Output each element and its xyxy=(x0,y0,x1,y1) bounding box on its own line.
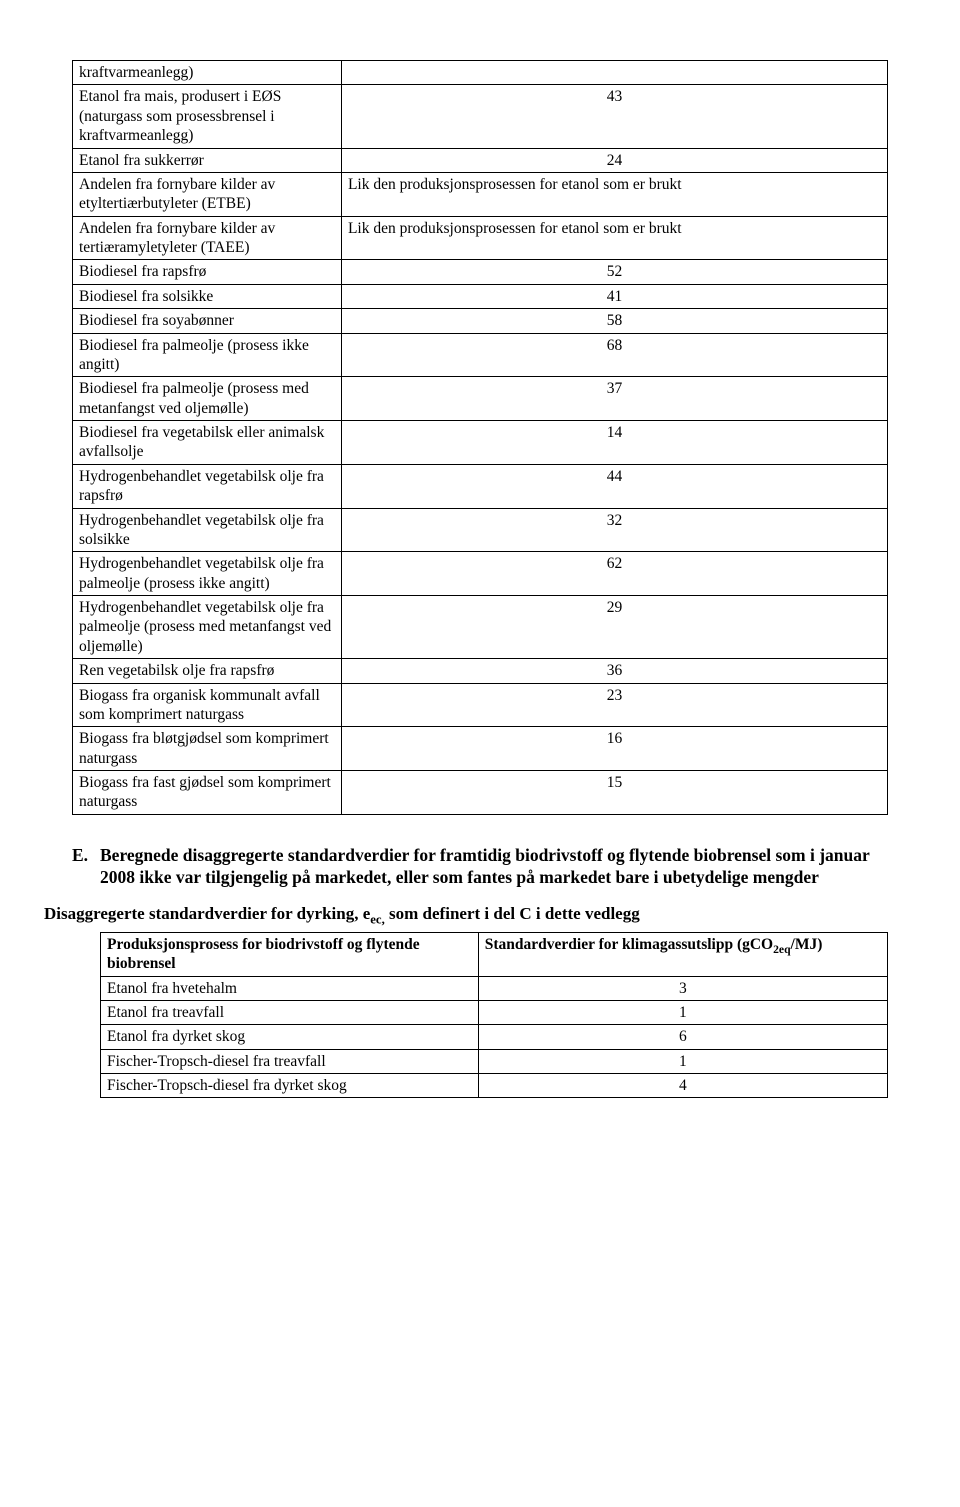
table-row: Andelen fra fornybare kilder av etyltert… xyxy=(73,172,888,216)
cell-left: kraftvarmeanlegg) xyxy=(73,61,342,85)
sub-e-subscript: ec, xyxy=(370,912,385,926)
section-letter: E. xyxy=(72,845,100,889)
table2-header-right: Standardverdier for klimagassutslipp (gC… xyxy=(478,932,887,976)
hdr-right-b: /MJ) xyxy=(791,936,823,953)
cell-left: Biodiesel fra rapsfrø xyxy=(73,260,342,284)
cell-left: Hydrogenbehandlet vegetabilsk olje fra r… xyxy=(73,464,342,508)
sub-e-text-b: som definert i del C i dette vedlegg xyxy=(385,904,640,923)
table2-header-row: Produksjonsprosess for biodrivstoff og f… xyxy=(101,932,888,976)
table-row: Etanol fra hvetehalm3 xyxy=(101,976,888,1000)
cell-left: Biodiesel fra palmeolje (prosess med met… xyxy=(73,377,342,421)
cell-left: Ren vegetabilsk olje fra rapsfrø xyxy=(73,659,342,683)
table-row: Biogass fra bløtgjødsel som komprimert n… xyxy=(73,727,888,771)
cell-left: Etanol fra dyrket skog xyxy=(101,1025,479,1049)
table-row: Etanol fra treavfall1 xyxy=(101,1000,888,1024)
cell-right: 32 xyxy=(341,508,887,552)
table2-body: Produksjonsprosess for biodrivstoff og f… xyxy=(101,932,888,1098)
cell-left: Biogass fra bløtgjødsel som komprimert n… xyxy=(73,727,342,771)
hdr-right-sub: 2eq xyxy=(773,943,790,956)
cell-right: 1 xyxy=(478,1000,887,1024)
cell-right: 23 xyxy=(341,683,887,727)
cell-left: Biogass fra fast gjødsel som komprimert … xyxy=(73,771,342,815)
table-row: Ren vegetabilsk olje fra rapsfrø36 xyxy=(73,659,888,683)
cell-right xyxy=(341,61,887,85)
table-row: Andelen fra fornybare kilder av tertiæra… xyxy=(73,216,888,260)
hdr-right-a: Standardverdier for klimagassutslipp (gC… xyxy=(485,936,773,953)
cell-left: Biodiesel fra soyabønner xyxy=(73,309,342,333)
cell-left: Etanol fra mais, produsert i EØS (naturg… xyxy=(73,85,342,148)
sub-e-text-a: Disaggregerte standardverdier for dyrkin… xyxy=(44,904,370,923)
table-row: Fischer-Tropsch-diesel fra treavfall1 xyxy=(101,1049,888,1073)
table-row: Biogass fra organisk kommunalt avfall so… xyxy=(73,683,888,727)
main-table-body: kraftvarmeanlegg) Etanol fra mais, produ… xyxy=(73,61,888,815)
table-row: Biodiesel fra palmeolje (prosess ikke an… xyxy=(73,333,888,377)
cell-right: 6 xyxy=(478,1025,887,1049)
cell-left: Etanol fra treavfall xyxy=(101,1000,479,1024)
cell-right: 29 xyxy=(341,596,887,659)
cell-right: 62 xyxy=(341,552,887,596)
table-row: Etanol fra dyrket skog6 xyxy=(101,1025,888,1049)
table2: Produksjonsprosess for biodrivstoff og f… xyxy=(100,932,888,1099)
main-table: kraftvarmeanlegg) Etanol fra mais, produ… xyxy=(72,60,888,815)
cell-right: 24 xyxy=(341,148,887,172)
cell-right: 43 xyxy=(341,85,887,148)
cell-right: Lik den produksjonsprosessen for etanol … xyxy=(341,216,887,260)
cell-right: 4 xyxy=(478,1074,887,1098)
table-row: Fischer-Tropsch-diesel fra dyrket skog4 xyxy=(101,1074,888,1098)
table-row: Biogass fra fast gjødsel som komprimert … xyxy=(73,771,888,815)
cell-right: 41 xyxy=(341,284,887,308)
cell-right: 1 xyxy=(478,1049,887,1073)
table-row: Biodiesel fra solsikke41 xyxy=(73,284,888,308)
cell-left: Biogass fra organisk kommunalt avfall so… xyxy=(73,683,342,727)
cell-left: Biodiesel fra vegetabilsk eller animalsk… xyxy=(73,421,342,465)
section-e-heading: E. Beregnede disaggregerte standardverdi… xyxy=(72,845,888,889)
cell-left: Etanol fra sukkerrør xyxy=(73,148,342,172)
table2-header-left: Produksjonsprosess for biodrivstoff og f… xyxy=(101,932,479,976)
table-row: Etanol fra mais, produsert i EØS (naturg… xyxy=(73,85,888,148)
cell-left: Biodiesel fra palmeolje (prosess ikke an… xyxy=(73,333,342,377)
table-row: Biodiesel fra rapsfrø52 xyxy=(73,260,888,284)
cell-right: 15 xyxy=(341,771,887,815)
cell-right: 14 xyxy=(341,421,887,465)
cell-left: Andelen fra fornybare kilder av etyltert… xyxy=(73,172,342,216)
table-row: Hydrogenbehandlet vegetabilsk olje fra p… xyxy=(73,552,888,596)
table-row: Etanol fra sukkerrør24 xyxy=(73,148,888,172)
cell-right: 16 xyxy=(341,727,887,771)
cell-left: Etanol fra hvetehalm xyxy=(101,976,479,1000)
cell-left: Hydrogenbehandlet vegetabilsk olje fra p… xyxy=(73,596,342,659)
sub-e-heading: Disaggregerte standardverdier for dyrkin… xyxy=(72,903,888,928)
cell-left: Hydrogenbehandlet vegetabilsk olje fra p… xyxy=(73,552,342,596)
table-row: Biodiesel fra palmeolje (prosess med met… xyxy=(73,377,888,421)
cell-right: 44 xyxy=(341,464,887,508)
table-row: kraftvarmeanlegg) xyxy=(73,61,888,85)
cell-left: Andelen fra fornybare kilder av tertiæra… xyxy=(73,216,342,260)
section-title: Beregnede disaggregerte standardverdier … xyxy=(100,845,888,889)
cell-right: 36 xyxy=(341,659,887,683)
table-row: Biodiesel fra vegetabilsk eller animalsk… xyxy=(73,421,888,465)
cell-right: 37 xyxy=(341,377,887,421)
cell-left: Hydrogenbehandlet vegetabilsk olje fra s… xyxy=(73,508,342,552)
table-row: Hydrogenbehandlet vegetabilsk olje fra p… xyxy=(73,596,888,659)
table-row: Hydrogenbehandlet vegetabilsk olje fra r… xyxy=(73,464,888,508)
cell-left: Fischer-Tropsch-diesel fra dyrket skog xyxy=(101,1074,479,1098)
table-row: Biodiesel fra soyabønner58 xyxy=(73,309,888,333)
cell-left: Fischer-Tropsch-diesel fra treavfall xyxy=(101,1049,479,1073)
table-row: Hydrogenbehandlet vegetabilsk olje fra s… xyxy=(73,508,888,552)
cell-right: 3 xyxy=(478,976,887,1000)
cell-right: Lik den produksjonsprosessen for etanol … xyxy=(341,172,887,216)
cell-left: Biodiesel fra solsikke xyxy=(73,284,342,308)
cell-right: 58 xyxy=(341,309,887,333)
cell-right: 68 xyxy=(341,333,887,377)
cell-right: 52 xyxy=(341,260,887,284)
